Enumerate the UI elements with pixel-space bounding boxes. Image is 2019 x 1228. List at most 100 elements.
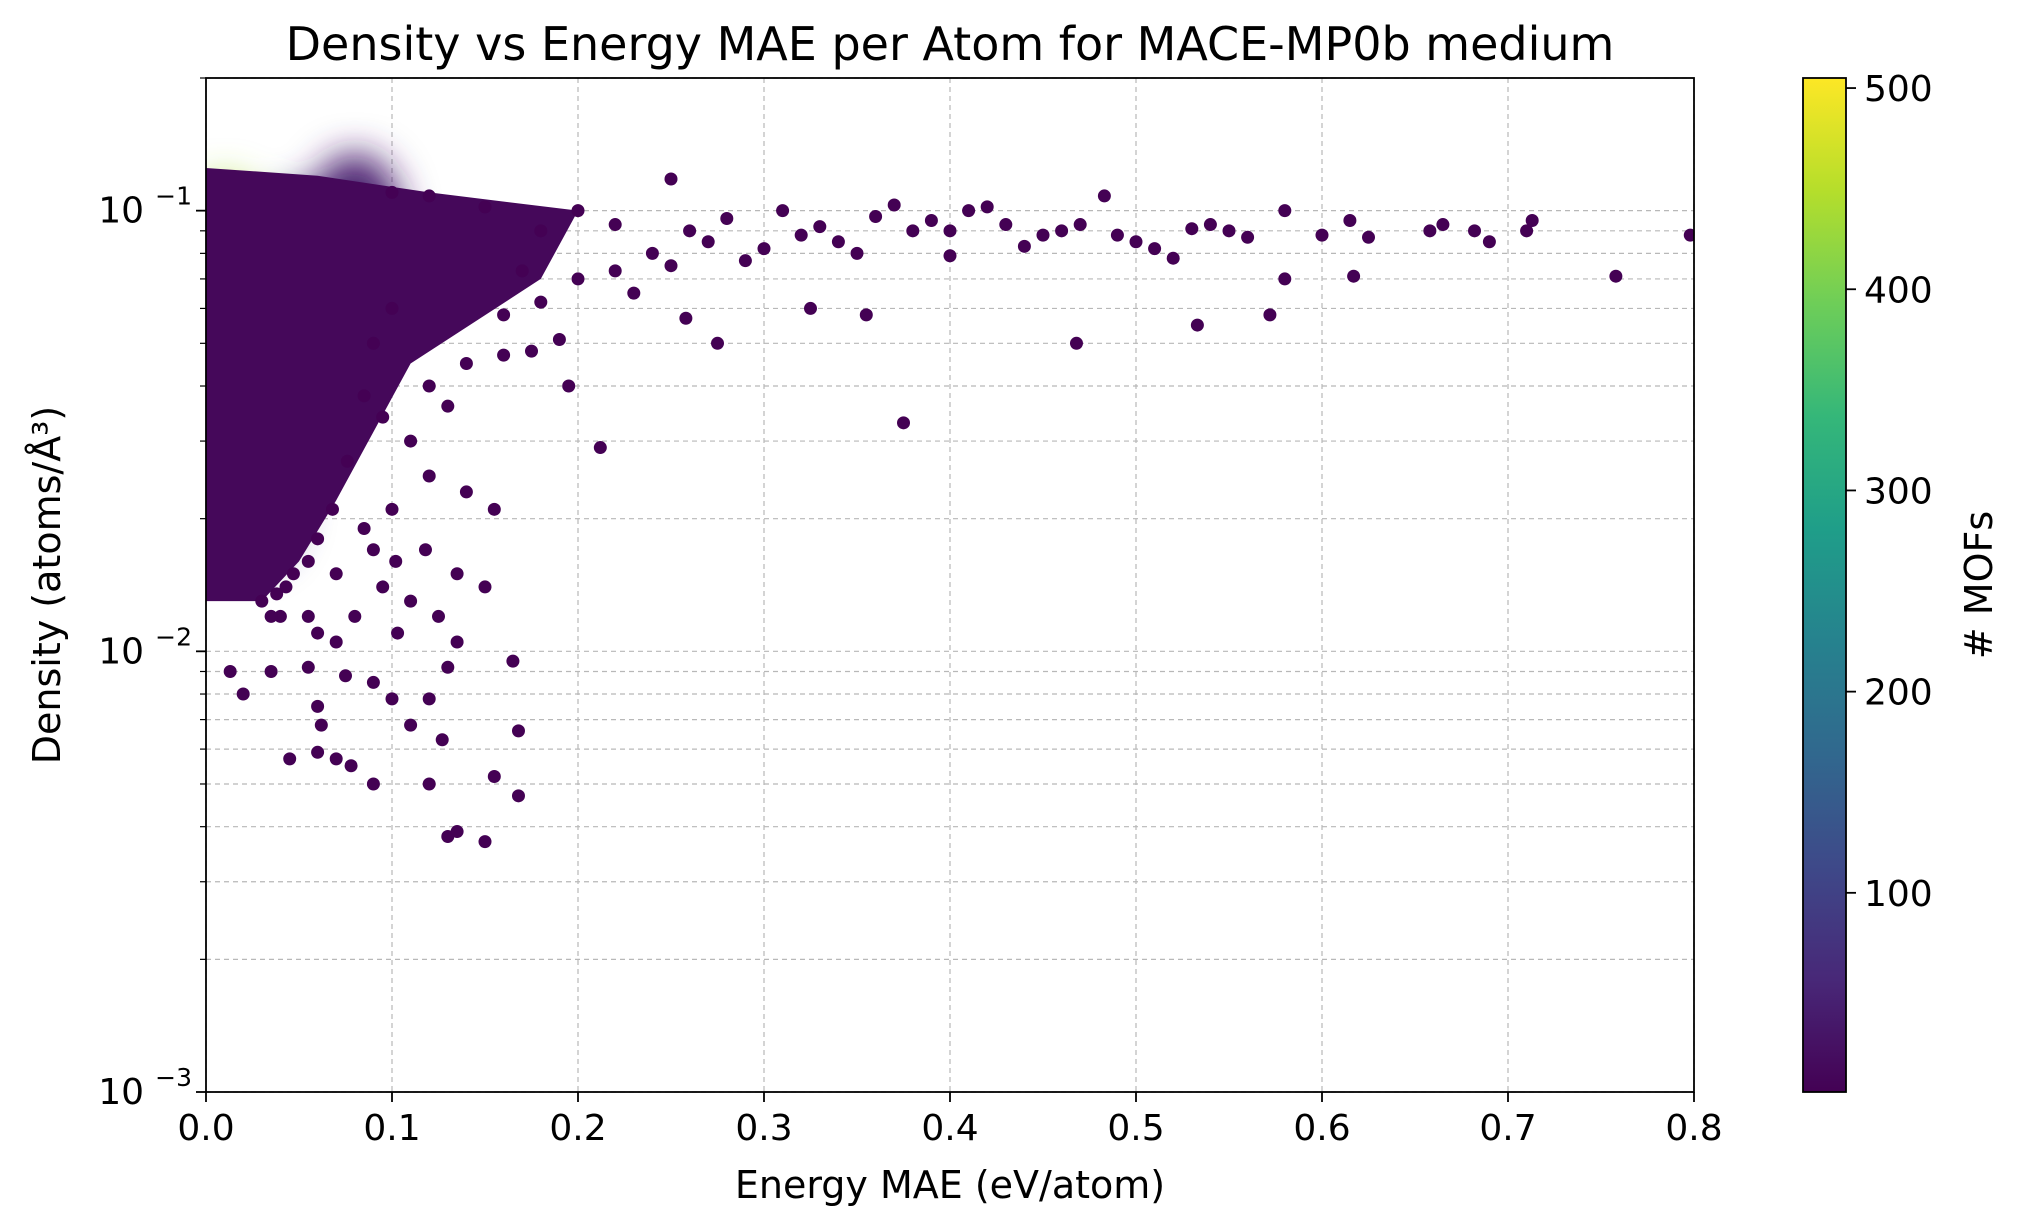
scatter-point: [389, 554, 403, 568]
scatter-point: [459, 485, 473, 499]
scatter-point: [422, 189, 436, 203]
scatter-point: [283, 752, 297, 766]
colorbar-tick-label: 300: [1864, 471, 1933, 512]
x-tick-label: 0.6: [1293, 1108, 1350, 1149]
scatter-point: [344, 759, 358, 773]
scatter-point: [422, 469, 436, 483]
x-tick-label: 0.7: [1479, 1108, 1536, 1149]
colorbar: 100 200 300 400 500 # MOFs: [1802, 69, 2001, 1093]
scatter-point: [1203, 218, 1217, 232]
scatter-point: [366, 543, 380, 557]
density-region: [206, 167, 578, 602]
scatter-point: [422, 379, 436, 393]
scatter-point: [515, 264, 529, 278]
scatter-points: [223, 172, 1694, 849]
scatter-point: [255, 594, 269, 608]
scatter-point: [627, 286, 641, 300]
scatter-point: [859, 308, 873, 322]
scatter-point: [340, 454, 354, 468]
scatter-point: [450, 567, 464, 581]
scatter-point: [385, 502, 399, 516]
scatter-point: [1468, 224, 1482, 238]
scatter-point: [511, 789, 525, 803]
scatter-point: [348, 609, 362, 623]
scatter-point: [813, 220, 827, 234]
scatter-point: [1241, 230, 1255, 244]
scatter-point: [497, 308, 511, 322]
x-tick-label: 0.5: [1107, 1108, 1164, 1149]
scatter-point: [962, 204, 976, 218]
scatter-point: [1347, 269, 1361, 283]
scatter-point: [562, 379, 576, 393]
scatter-point: [776, 204, 790, 218]
scatter-point: [1683, 228, 1694, 242]
scatter-point: [571, 272, 585, 286]
scatter-point: [1278, 272, 1292, 286]
scatter-point: [1036, 228, 1050, 242]
y-tick-exponent: −3: [155, 1063, 192, 1092]
scatter-point: [552, 333, 566, 347]
scatter-point: [264, 609, 278, 623]
axes: 0.0 0.1 0.2 0.3 0.4 0.5 0.6 0.7 0.8 10 −3 10 −2 10 −1: [98, 77, 1723, 1149]
scatter-point: [1073, 218, 1087, 232]
scatter-point: [804, 301, 817, 315]
scatter-point: [664, 259, 678, 273]
scatter-point: [869, 209, 883, 223]
scatter-point: [1609, 269, 1623, 283]
scatter-point: [1190, 318, 1204, 332]
scatter-point: [422, 777, 436, 791]
scatter-point: [571, 204, 585, 218]
scatter-point: [404, 434, 418, 448]
x-tick-label: 0.8: [1665, 1108, 1722, 1149]
scatter-point: [525, 344, 538, 358]
scatter-point: [506, 654, 520, 668]
y-tick-exponent: −1: [155, 182, 192, 211]
scatter-point: [441, 399, 455, 413]
colorbar-gradient: [1802, 77, 1847, 1093]
scatter-point: [1362, 230, 1375, 244]
scatter-point: [311, 699, 325, 713]
scatter-point: [301, 609, 315, 623]
scatter-point: [385, 185, 399, 199]
scatter-point: [357, 521, 371, 535]
scatter-point: [497, 348, 511, 362]
chart-title: Density vs Energy MAE per Atom for MACE-…: [286, 17, 1615, 71]
scatter-point: [943, 249, 957, 263]
scatter-point: [1097, 189, 1111, 203]
scatter-point: [366, 336, 380, 350]
colorbar-tick-label: 500: [1864, 69, 1933, 110]
scatter-point: [404, 718, 418, 732]
scatter-point: [301, 554, 315, 568]
scatter-point: [593, 441, 607, 455]
scatter-point: [273, 609, 287, 623]
scatter-point: [534, 224, 548, 238]
scatter-point: [1423, 224, 1437, 238]
scatter-point: [683, 224, 697, 238]
scatter-point: [339, 669, 352, 683]
scatter-point: [314, 718, 328, 732]
scatter-point: [366, 777, 380, 791]
scatter-point: [311, 532, 325, 546]
scatter-point: [311, 626, 325, 640]
scatter-point: [376, 580, 390, 594]
scatter-point: [794, 228, 808, 242]
scatter-point: [831, 235, 845, 249]
x-tick-label: 0.3: [735, 1108, 792, 1149]
scatter-point: [376, 410, 390, 424]
x-tick-label: 0.2: [549, 1108, 606, 1149]
y-axis-label: Density (atoms/Å³): [25, 406, 69, 764]
scatter-point: [720, 211, 734, 225]
scatter-point: [1110, 228, 1124, 242]
colorbar-ticks: 100 200 300 400 500: [1846, 69, 1933, 915]
scatter-point: [943, 224, 957, 238]
scatter-point: [404, 594, 418, 608]
scatter-point: [608, 218, 622, 232]
x-tick-label: 0.1: [363, 1108, 420, 1149]
scatter-point: [487, 502, 501, 516]
scatter-point: [286, 567, 300, 581]
x-axis-label: Energy MAE (eV/atom): [735, 1163, 1165, 1207]
scatter-point: [236, 687, 250, 701]
scatter-point: [432, 609, 445, 623]
x-tick-label: 0.0: [177, 1108, 234, 1149]
